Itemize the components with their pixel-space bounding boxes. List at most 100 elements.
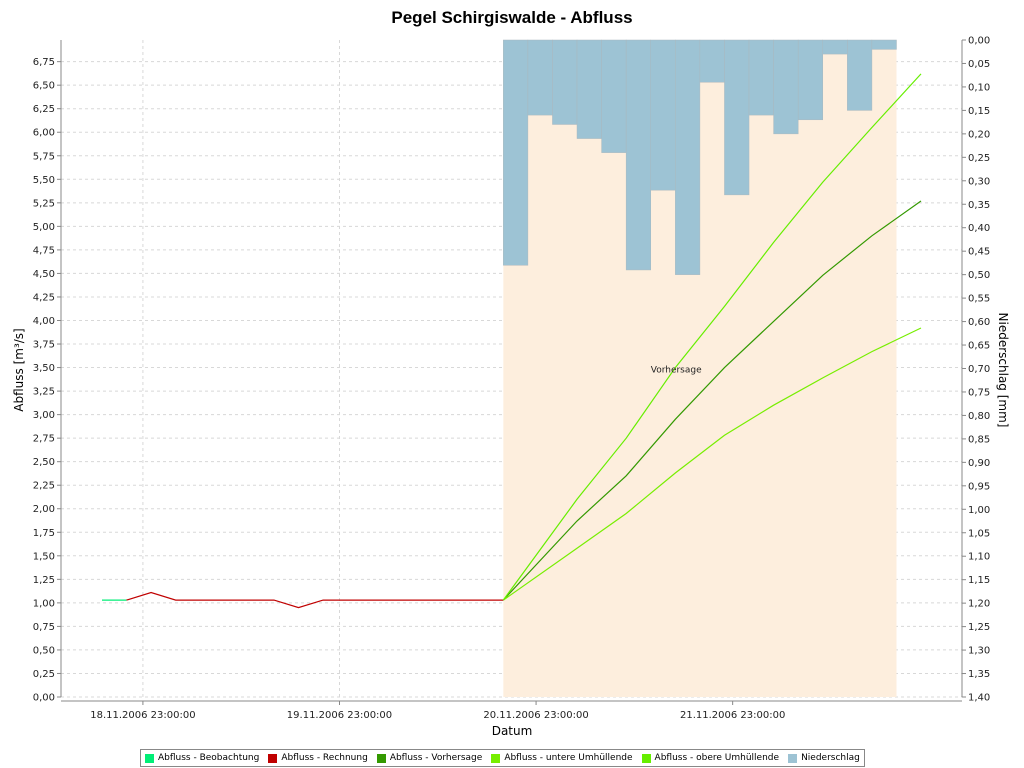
legend: Abfluss - Beobachtung Abfluss - Rechnung… — [140, 749, 865, 767]
y2-tick-label: 0,55 — [968, 294, 990, 305]
y-tick-label: 3,50 — [33, 363, 55, 374]
series-line — [126, 591, 504, 609]
y-tick-label: 2,25 — [33, 481, 55, 492]
y-tick-label: 5,25 — [33, 198, 55, 209]
y2-tick-label: 0,90 — [968, 458, 990, 469]
legend-label: Abfluss - Vorhersage — [389, 753, 483, 763]
legend-item: Abfluss - Beobachtung — [145, 753, 259, 763]
y-tick-label: 1,75 — [33, 528, 55, 539]
legend-swatch — [491, 753, 501, 763]
y2-tick-label: 0,00 — [968, 36, 990, 47]
y2-tick-label: 0,80 — [968, 411, 990, 422]
y-tick-label: 1,25 — [33, 575, 55, 586]
x-tick-label: 19.11.2006 23:00:00 — [287, 710, 392, 721]
forecast-label: Vorhersage — [651, 365, 702, 375]
y-tick-label: 4,25 — [33, 292, 55, 303]
legend-label: Niederschlag — [801, 753, 860, 763]
y2-axis-title: Niederschlag [mm] — [996, 313, 1010, 428]
y2-tick-label: 1,10 — [968, 552, 990, 563]
precipitation-bar — [601, 39, 627, 153]
legend-item: Abfluss - obere Umhüllende — [641, 753, 779, 763]
y2-tick-label: 1,25 — [968, 622, 990, 633]
y-tick-label: 0,25 — [33, 669, 55, 680]
y2-tick-label: 0,35 — [968, 200, 990, 211]
precipitation-bar — [871, 39, 897, 50]
y2-tick-label: 1,30 — [968, 646, 990, 657]
precipitation-bar — [748, 39, 774, 116]
y-tick-label: 1,50 — [33, 551, 55, 562]
y-tick-label: 2,50 — [33, 457, 55, 468]
x-tick-label: 21.11.2006 23:00:00 — [680, 710, 785, 721]
precipitation-bar — [503, 39, 529, 266]
legend-label: Abfluss - Rechnung — [281, 753, 368, 763]
legend-swatch — [145, 753, 154, 763]
y2-tick-label: 0,50 — [968, 270, 990, 281]
discharge-lines — [102, 73, 922, 609]
y-tick-label: 6,00 — [33, 128, 55, 139]
x-tick-label: 20.11.2006 23:00:00 — [483, 710, 588, 721]
y2-tick-label: 1,05 — [968, 528, 990, 539]
y-tick-label: 4,50 — [33, 269, 55, 280]
y2-tick-label: 0,65 — [968, 341, 990, 352]
x-axis-title: Datum — [492, 724, 533, 738]
y2-tick-label: 0,10 — [968, 82, 990, 93]
axes: 0,00 0,25 0,50 0,75 1,00 1,25 1,50 1,75 2,00 2,25… — [33, 36, 991, 722]
legend-item: Abfluss - untere Umhüllende — [491, 753, 633, 763]
y-tick-label: 0,50 — [33, 645, 55, 656]
y2-tick-label: 1,00 — [968, 505, 990, 516]
chart-title: Pegel Schirgiswalde - Abfluss — [391, 8, 632, 27]
legend-item: Niederschlag — [788, 753, 860, 763]
precipitation-bar — [625, 39, 651, 271]
y2-tick-label: 0,75 — [968, 387, 990, 398]
y-tick-label: 5,50 — [33, 175, 55, 186]
y2-tick-label: 0,20 — [968, 129, 990, 140]
legend-swatch — [788, 753, 798, 763]
y-tick-label: 6,50 — [33, 81, 55, 92]
precipitation-bar — [724, 39, 750, 196]
y-tick-label: 2,75 — [33, 434, 55, 445]
y2-tick-label: 0,70 — [968, 364, 990, 375]
y-tick-label: 3,75 — [33, 340, 55, 351]
y2-tick-label: 0,30 — [968, 176, 990, 187]
y-axis-title: Abfluss [m³/s] — [12, 328, 26, 411]
y-tick-label: 2,00 — [33, 504, 55, 515]
y-tick-label: 0,75 — [33, 622, 55, 633]
precipitation-bar — [576, 39, 602, 139]
precipitation-bar — [527, 39, 553, 116]
y2-tick-label: 0,15 — [968, 106, 990, 117]
legend-swatch — [268, 753, 278, 763]
legend-swatch — [641, 753, 651, 763]
series-line — [502, 327, 922, 601]
precipitation-bars — [503, 39, 897, 275]
legend-label: Abfluss - Beobachtung — [158, 753, 260, 763]
precipitation-bar — [847, 39, 873, 111]
series-line — [502, 200, 922, 601]
y-tick-label: 1,00 — [33, 598, 55, 609]
y2-tick-label: 0,40 — [968, 223, 990, 234]
precipitation-bar — [773, 39, 799, 135]
legend-label: Abfluss - untere Umhüllende — [504, 753, 633, 763]
y2-tick-label: 0,95 — [968, 481, 990, 492]
y2-tick-label: 0,85 — [968, 434, 990, 445]
precipitation-bar — [699, 39, 725, 83]
precipitation-bar — [650, 39, 676, 191]
y2-tick-label: 0,60 — [968, 317, 990, 328]
series-line — [502, 73, 922, 601]
y-tick-label: 6,25 — [33, 104, 55, 115]
y-tick-label: 4,75 — [33, 245, 55, 256]
y2-tick-label: 0,05 — [968, 59, 990, 70]
y2-tick-label: 0,25 — [968, 153, 990, 164]
y-tick-label: 4,00 — [33, 316, 55, 327]
y2-tick-label: 1,20 — [968, 599, 990, 610]
y2-tick-label: 0,45 — [968, 247, 990, 258]
legend-item: Abfluss - Vorhersage — [376, 753, 483, 763]
y2-tick-label: 1,15 — [968, 575, 990, 586]
precipitation-bar — [675, 39, 701, 275]
precipitation-bar — [822, 39, 848, 55]
y-tick-label: 3,00 — [33, 410, 55, 421]
y-tick-label: 5,00 — [33, 222, 55, 233]
y-tick-label: 3,25 — [33, 387, 55, 398]
precipitation-bar — [552, 39, 578, 125]
y-tick-label: 0,00 — [33, 693, 55, 704]
